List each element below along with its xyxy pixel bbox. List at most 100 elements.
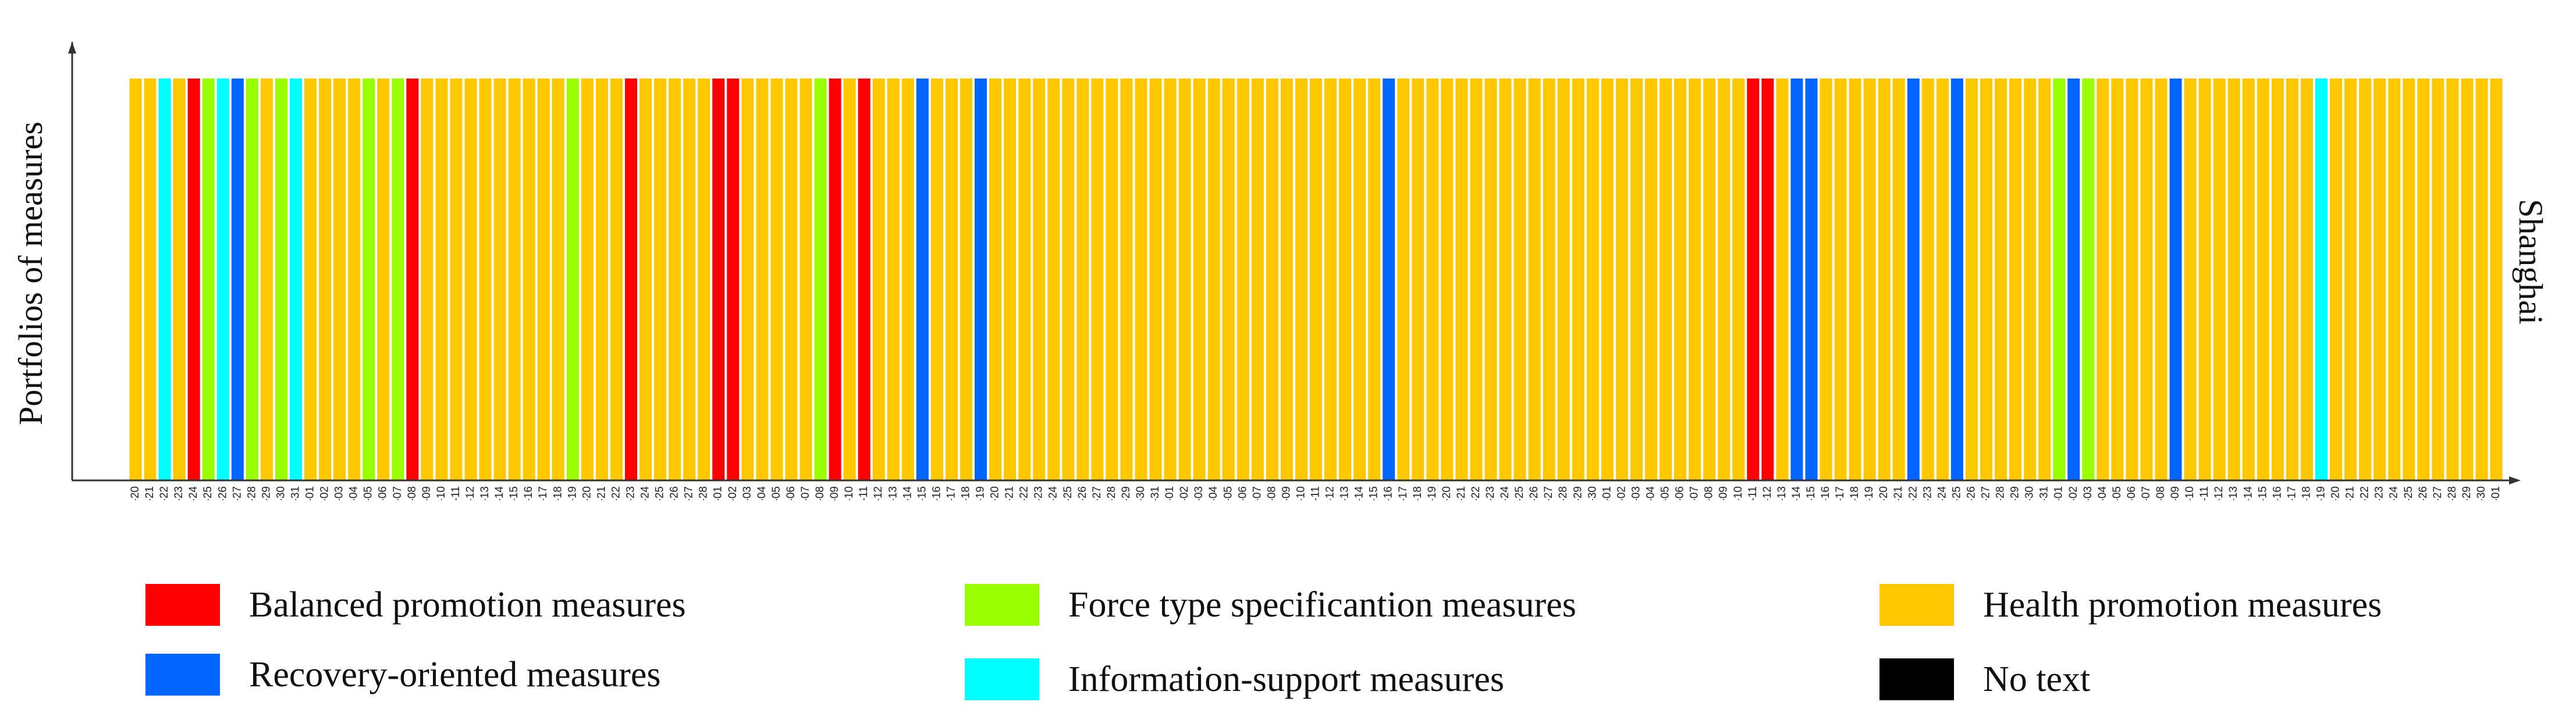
bar-03-05 — [770, 79, 783, 480]
bar-05-23 — [1921, 79, 1934, 480]
x-tick-label: 05-24 — [1936, 486, 1948, 500]
bar-05-04 — [1644, 79, 1658, 480]
x-tick-label: 03-26 — [1076, 486, 1089, 500]
legend-item-balanced: Balanced promotion measures — [145, 583, 686, 627]
x-tick-label: 01-29 — [260, 486, 272, 500]
bar-06-13 — [2227, 79, 2240, 480]
x-tick-label: 02-04 — [348, 486, 360, 500]
x-tick-label: 06-13 — [2227, 486, 2240, 500]
bar-02-08 — [406, 79, 419, 480]
bar-03-09 — [829, 79, 841, 480]
legend-item-recovery: Recovery-oriented measures — [145, 653, 661, 697]
x-tick-label: 05-07 — [1689, 486, 1701, 500]
x-tick-label: 02-25 — [654, 486, 666, 500]
bar-05-25 — [1950, 79, 1963, 480]
bar-02-27 — [683, 79, 696, 480]
bar-02-01 — [304, 79, 317, 480]
bar-04-21 — [1455, 79, 1468, 480]
x-tick-label: 03-10 — [843, 486, 855, 500]
x-tick-label: 06-08 — [2155, 486, 2167, 500]
x-tick-label: 02-24 — [639, 486, 652, 500]
bar-03-11 — [858, 79, 870, 480]
x-tick-label: 05-18 — [1849, 486, 1861, 500]
bar-02-26 — [669, 79, 681, 480]
bar-05-24 — [1936, 79, 1949, 480]
x-tick-label: 05-29 — [2009, 486, 2021, 500]
x-tick-label: 01-30 — [275, 486, 287, 500]
bar-03-30 — [1135, 79, 1147, 480]
x-tick-label: 06-30 — [2475, 486, 2488, 500]
bar-04-11 — [1309, 79, 1323, 480]
bar-02-03 — [333, 79, 346, 480]
bar-04-26 — [1528, 79, 1541, 480]
x-tick-label: 04-06 — [1237, 486, 1249, 500]
x-tick-label: 06-03 — [2082, 486, 2094, 500]
x-tick-label: 05-09 — [1718, 486, 1730, 500]
x-tick-label: 04-21 — [1455, 486, 1468, 500]
bar-05-13 — [1776, 79, 1789, 480]
x-tick-label: 01-28 — [246, 486, 258, 500]
x-tick-label: 05-17 — [1834, 486, 1846, 500]
bar-04-01 — [1164, 79, 1177, 480]
x-tick-label: 04-30 — [1586, 486, 1598, 500]
bar-04-14 — [1353, 79, 1366, 480]
bar-04-28 — [1557, 79, 1570, 480]
x-tick-label: 05-25 — [1950, 486, 1963, 500]
bar-04-06 — [1237, 79, 1249, 480]
bar-04-19 — [1426, 79, 1439, 480]
x-tick-label: 02-06 — [377, 486, 389, 500]
x-tick-label: 02-18 — [552, 486, 564, 500]
bar-03-04 — [756, 79, 769, 480]
bar-06-01 — [2053, 79, 2066, 480]
bar-05-28 — [1995, 79, 2007, 480]
bar-06-14 — [2242, 79, 2255, 480]
x-tick-label: 06-20 — [2330, 486, 2342, 500]
x-tick-label: 03-01 — [712, 486, 724, 500]
bar-06-30 — [2475, 79, 2488, 480]
x-tick-label: 03-30 — [1135, 486, 1147, 500]
x-tick-label: 02-03 — [333, 486, 346, 500]
x-tick-label: 04-19 — [1426, 486, 1438, 500]
x-tick-label: 01-22 — [158, 486, 170, 500]
bar-05-09 — [1718, 79, 1731, 480]
bar-03-15 — [916, 79, 929, 480]
x-tick-label: 06-14 — [2242, 486, 2254, 500]
bar-04-18 — [1412, 79, 1424, 480]
bar-06-24 — [2388, 79, 2401, 480]
x-tick-label: 05-12 — [1761, 486, 1774, 500]
bar-02-19 — [566, 79, 579, 480]
bar-03-02 — [727, 79, 740, 480]
bar-01-20 — [129, 79, 142, 480]
x-tick-label: 06-17 — [2286, 486, 2298, 500]
x-tick-label: 04-22 — [1470, 486, 1482, 500]
bar-06-11 — [2198, 79, 2211, 480]
x-tick-label: 04-16 — [1383, 486, 1395, 500]
x-tick-label: 05-20 — [1878, 486, 1890, 500]
bar-02-18 — [552, 79, 564, 480]
bar-04-08 — [1266, 79, 1278, 480]
bar-04-05 — [1222, 79, 1235, 480]
x-tick-label: 03-03 — [741, 486, 754, 500]
legend-label-balanced: Balanced promotion measures — [249, 585, 686, 625]
x-tick-label: 04-27 — [1543, 486, 1555, 500]
bar-04-03 — [1193, 79, 1206, 480]
bar-05-30 — [2024, 79, 2037, 480]
bar-05-15 — [1805, 79, 1818, 480]
x-tick-label: 05-27 — [1980, 486, 1992, 500]
x-tick-label: 06-10 — [2184, 486, 2196, 500]
x-tick-label: 05-23 — [1921, 486, 1934, 500]
bar-06-22 — [2359, 79, 2372, 480]
measures-chart: 01-2001-2101-2201-2301-2401-2501-2601-27… — [12, 42, 2550, 500]
x-tick-label: 04-23 — [1484, 486, 1497, 500]
bar-06-12 — [2213, 79, 2226, 480]
bar-06-03 — [2082, 79, 2095, 480]
legend-swatch-recovery — [145, 654, 220, 696]
bar-03-29 — [1120, 79, 1133, 480]
bar-05-26 — [1965, 79, 1978, 480]
x-tick-label: 06-26 — [2417, 486, 2429, 500]
x-tick-label: 01-21 — [144, 486, 156, 500]
bar-04-04 — [1207, 79, 1220, 480]
bar-06-25 — [2403, 79, 2415, 480]
bar-05-18 — [1849, 79, 1861, 480]
bar-01-30 — [275, 79, 287, 480]
